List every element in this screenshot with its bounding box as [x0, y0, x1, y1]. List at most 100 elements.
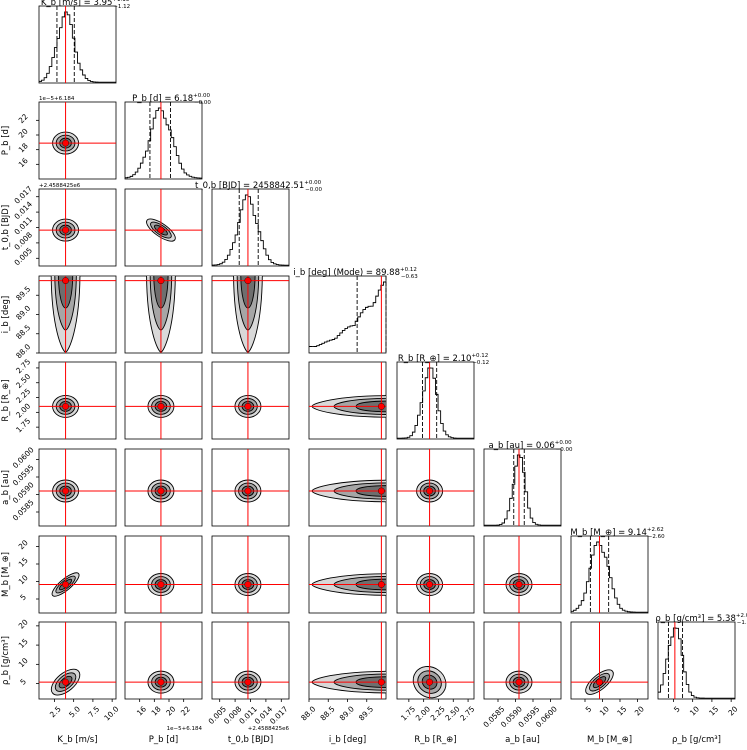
hist-title-main: a_b [au] = 0.06: [489, 441, 555, 451]
x-tick-label: 2.75: [458, 704, 476, 722]
x-axis-label: a_b [au]: [505, 735, 540, 745]
panel-K-a: [38, 448, 117, 527]
hist-title-main: R_b [R_⊕] = 2.10: [398, 354, 472, 364]
y-tick-label: 15: [17, 637, 30, 650]
hist-title: R_b [R_⊕] = 2.10+0.12 −0.12: [398, 353, 489, 366]
x-tick-label: 0.017: [268, 704, 290, 726]
y-tick-label: 89.5: [14, 284, 32, 302]
x-offset-text: 1e−5+6.184: [167, 726, 203, 732]
panel-M-rho: [570, 621, 649, 700]
x-tick-label: 2.5: [48, 704, 63, 719]
hist-title: K_b [m/s] = 3.95+1.13 −1.12: [41, 0, 130, 10]
hist-steps: [658, 627, 735, 699]
median-marker: [62, 403, 69, 410]
panel-i-rho: [308, 621, 387, 700]
y-offset-text: 1e−5+6.184: [39, 96, 75, 102]
y-tick-label: 88.5: [14, 323, 32, 341]
hist-steps: [309, 281, 386, 347]
panel-K-P: [38, 101, 117, 180]
title-err-upper: +0.00: [555, 440, 572, 446]
hist-title: ρ_b [g/cm³] = 5.38+2.00−1.67: [655, 613, 747, 626]
y-axis-label: R_b [R_⊕]: [1, 379, 11, 421]
title-err-lower: −1.12: [113, 4, 130, 10]
panel-a-rho: [483, 621, 562, 700]
hist-panel-i: i_b [deg] (Mode) = 89.88+0.12 −0.63: [293, 267, 418, 354]
median-marker: [377, 403, 385, 410]
y-tick-label: 5: [18, 592, 28, 602]
y-tick-label: 5: [18, 677, 28, 687]
x-axis-P: 16 18 20 22 P_b [d] 1e−5+6.184: [135, 699, 203, 745]
title-err-lower: −0.63: [401, 274, 418, 280]
hist-panel-R: R_b [R_⊕] = 2.10+0.12 −0.12: [396, 353, 489, 440]
panel-R-M: [396, 535, 475, 614]
panel-frame: [570, 621, 649, 700]
y-tick-label: 15: [17, 556, 30, 569]
median-marker: [377, 487, 385, 495]
panel-K-t0: [38, 188, 117, 267]
median-marker: [62, 487, 69, 495]
title-err-lower: −0.00: [194, 100, 211, 106]
x-tick-label: 18: [150, 704, 163, 717]
hist-title-main: t_0,b [BJD] = 2458842.51: [195, 181, 304, 191]
x-tick-label: 89.0: [338, 704, 356, 722]
hist-panel-rho: ρ_b [g/cm³] = 5.38+2.00−1.67: [655, 613, 747, 700]
x-tick-label: 7.5: [86, 704, 101, 719]
panel-P-a: [124, 448, 203, 527]
x-tick-label: 20: [164, 704, 177, 717]
median-marker: [426, 487, 433, 495]
median-marker: [244, 678, 252, 686]
hist-steps: [39, 11, 116, 83]
title-err-upper: +0.12: [471, 353, 488, 359]
hist-title-main: ρ_b [g/cm³] = 5.38: [655, 614, 735, 624]
panel-K-rho: [38, 621, 117, 700]
y-tick-label: 2.75: [14, 357, 32, 375]
y-tick-label: 22: [17, 112, 30, 125]
panel-t0-R: [211, 361, 290, 440]
hist-steps: [125, 107, 202, 179]
panel-K-M: [38, 535, 117, 614]
x-axis-label: R_b [R_⊕]: [414, 735, 456, 745]
hist-panel-t0: t_0,b [BJD] = 2458842.51+0.00 −0.00: [195, 180, 322, 267]
hist-steps: [397, 367, 474, 439]
y-axis-label: i_b [deg]: [1, 296, 11, 333]
hist-panel-M: M_b [M_⊕] = 9.14+2.62 −2.60: [570, 527, 665, 614]
x-axis-label: P_b [d]: [149, 735, 179, 745]
x-axis-M: 5 10 15 20 M_b [M_⊕]: [584, 699, 646, 745]
x-tick-label: 22: [179, 704, 192, 717]
median-marker: [62, 226, 69, 234]
y-axis-label: M_b [M_⊕]: [1, 552, 11, 597]
x-tick-label: 88.0: [299, 704, 317, 722]
hist-title: M_b [M_⊕] = 9.14+2.62 −2.60: [570, 527, 665, 540]
y-tick-label: 89.0: [14, 303, 32, 321]
median-marker: [515, 678, 523, 686]
x-tick-label: 5: [672, 704, 682, 714]
hist-title: i_b [deg] (Mode) = 89.88+0.12 −0.63: [293, 267, 418, 280]
contours: [311, 479, 386, 503]
title-err-upper: +0.12: [400, 267, 417, 273]
panel-t0-a: [211, 448, 290, 527]
x-axis-label: t_0,b [BJD]: [228, 735, 273, 745]
median-marker: [244, 403, 252, 410]
median-marker: [157, 678, 165, 686]
hist-title: P_b [d] = 6.18+0.00 −0.00: [132, 93, 211, 106]
x-tick-label: 5: [584, 704, 594, 714]
panel-R-a: [396, 448, 475, 527]
y-tick-label: 20: [17, 127, 30, 140]
median-marker: [62, 581, 69, 588]
median-marker: [157, 487, 165, 495]
panel-i-R: [308, 361, 387, 440]
y-tick-label: 16: [17, 156, 30, 169]
median-marker: [62, 277, 69, 285]
median-marker: [515, 581, 523, 588]
x-tick-label: 89.5: [357, 704, 375, 722]
title-err-lower: −0.00: [556, 447, 573, 453]
y-axis-label: a_b [au]: [1, 470, 11, 505]
panel-t0-M: [211, 535, 290, 614]
panel-t0-i: [211, 275, 290, 354]
median-marker: [244, 487, 252, 495]
hist-title-main: P_b [d] = 6.18: [132, 94, 193, 104]
title-err-lower: −2.60: [648, 534, 665, 540]
hist-frame: [657, 621, 736, 700]
x-tick-label: 1.75: [399, 704, 417, 722]
